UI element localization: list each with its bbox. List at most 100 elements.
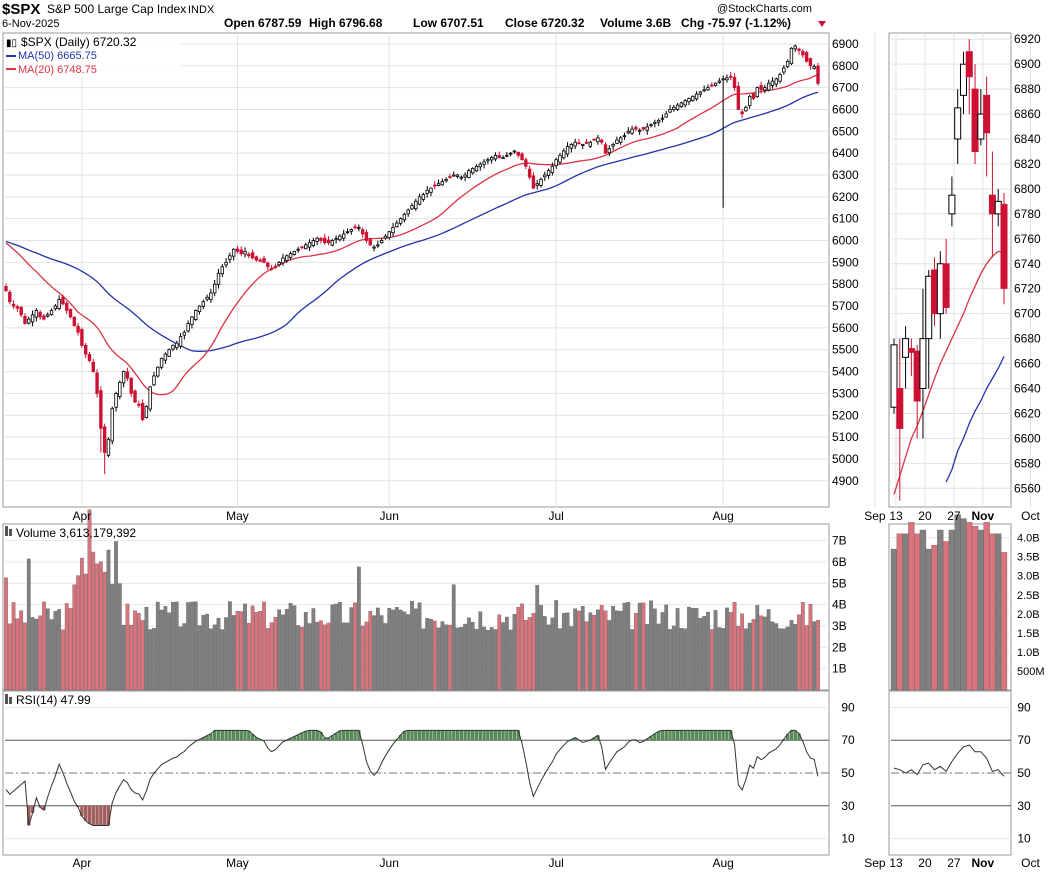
volume-bar: [793, 624, 798, 691]
volume-bar: [76, 575, 80, 691]
price-candle: [672, 104, 676, 112]
volume-bar: [721, 628, 725, 691]
candle-body: [766, 82, 771, 91]
candle-body: [433, 184, 437, 187]
price-candle: [228, 252, 232, 264]
candle-body: [4, 286, 8, 292]
volume-bar: [717, 627, 722, 691]
rsi-overbought-fill: [307, 730, 312, 741]
candle-body: [562, 150, 566, 159]
volume-bar: [197, 625, 202, 691]
volume-bar: [744, 628, 748, 691]
volume-bar: [284, 609, 289, 691]
zoom-volume-bar: [931, 545, 938, 691]
candle-body: [618, 137, 623, 143]
rsi-overbought-fill: [683, 730, 687, 741]
price-candle: [125, 367, 130, 382]
volume-bar: [432, 620, 437, 691]
candle-icon: ▮▯: [6, 38, 17, 49]
price-candle: [436, 179, 441, 187]
candle-body: [467, 170, 471, 178]
candle-body: [520, 153, 524, 161]
price-candle: [235, 245, 240, 254]
price-candle: [618, 135, 623, 145]
price-candle: [687, 97, 691, 106]
stat-change: Chg -75.97 (-1.12%): [681, 16, 791, 30]
zoom-volume-tick-label: 1.5B: [1017, 628, 1040, 640]
candle-body: [281, 257, 285, 264]
volume-bar: [698, 618, 703, 691]
rsi-overbought-fill: [660, 730, 665, 741]
rsi-overbought-fill: [668, 730, 672, 741]
price-candle: [505, 151, 509, 158]
candle-body: [19, 306, 23, 316]
price-candle: [353, 223, 357, 230]
price-candle: [444, 177, 448, 183]
rsi-oversold-fill: [42, 805, 46, 811]
rsi-overbought-fill: [300, 732, 304, 741]
volume-bar: [634, 613, 638, 691]
zoom-tick-label: 6920: [1014, 32, 1041, 46]
price-candle: [61, 294, 65, 306]
candle-body: [220, 266, 224, 275]
rsi-overbought-fill: [672, 730, 676, 741]
date-tick-label: Jul: [549, 509, 564, 523]
date-tick-label: Jun: [380, 509, 399, 523]
rsi-overbought-fill: [478, 730, 482, 741]
candle-body: [959, 63, 967, 96]
zoom-candle: [942, 238, 950, 314]
volume-tick-label: 4B: [832, 598, 847, 612]
volume-bar: [99, 561, 103, 691]
brand-label[interactable]: @StockCharts.com: [717, 3, 812, 15]
zoom-candle: [907, 338, 915, 377]
price-candle: [459, 175, 464, 181]
zoom-volume-tick-label: 4.0B: [1017, 533, 1040, 545]
price-candle: [569, 142, 574, 153]
candle-body: [977, 113, 985, 140]
volume-bar: [561, 613, 566, 691]
price-candle: [205, 294, 209, 302]
candle-body: [235, 248, 240, 252]
volume-bar: [307, 623, 312, 691]
candle-body: [569, 144, 574, 149]
volume-bar: [573, 608, 578, 691]
price-tick-label: 5400: [832, 365, 859, 379]
price-candle: [562, 148, 566, 160]
price-candle: [527, 165, 532, 180]
price-candle: [345, 228, 350, 234]
volume-bar: [709, 629, 714, 691]
volume-bar: [766, 609, 771, 691]
ma50-path: [5, 91, 819, 352]
price-tick-label: 6200: [832, 190, 859, 204]
volume-bar: [360, 625, 365, 691]
zoom-date-tick-label-bottom: Nov: [972, 856, 995, 870]
price-candle: [110, 406, 114, 445]
price-candle: [269, 264, 274, 271]
candle-body: [285, 255, 289, 261]
rsi-overbought-fill: [406, 730, 410, 741]
volume-bar: [322, 624, 327, 691]
volume-bar: [34, 618, 39, 691]
candle-body: [372, 246, 376, 249]
candle-body: [535, 183, 539, 186]
candle-body: [645, 126, 649, 131]
volume-bar: [444, 624, 449, 691]
price-candle: [175, 340, 179, 351]
price-tick-label: 6600: [832, 102, 859, 116]
zoom-volume-bar: [942, 541, 950, 691]
volume-bar: [338, 602, 342, 691]
candle-body: [634, 126, 638, 130]
price-candle: [668, 104, 672, 114]
zoom-date-tick-label: 20: [918, 509, 932, 523]
rsi-overbought-fill: [205, 735, 209, 741]
candle-body: [205, 296, 209, 300]
price-candle: [220, 264, 224, 278]
zoom-candle: [919, 288, 927, 439]
price-candle: [592, 138, 596, 141]
candle-body: [129, 377, 133, 394]
candle-body: [292, 251, 297, 256]
volume-bar: [326, 622, 331, 691]
rsi-overbought-fill: [508, 730, 513, 741]
price-candle: [140, 399, 145, 422]
